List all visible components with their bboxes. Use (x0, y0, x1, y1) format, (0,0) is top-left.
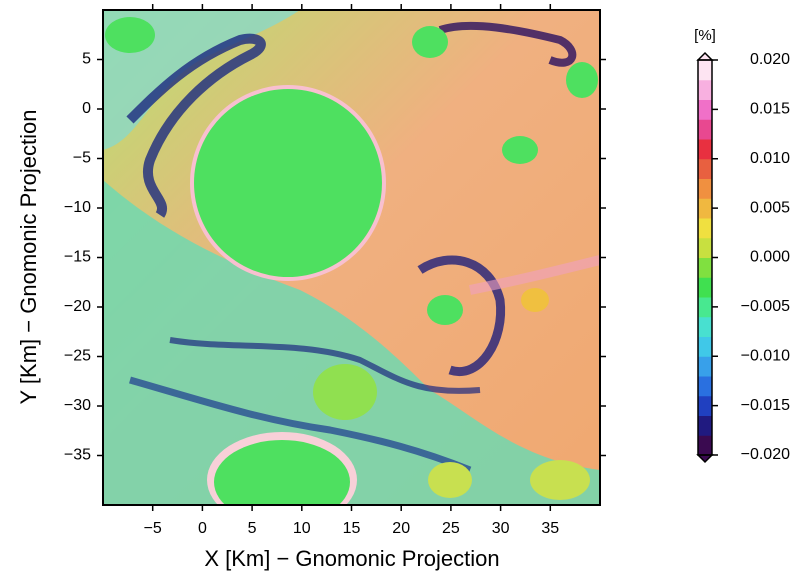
x-tick-label: 30 (492, 520, 510, 537)
y-tick-label: −5 (73, 150, 91, 167)
y-tick-label: −15 (64, 249, 91, 266)
y-tick-label: −20 (64, 298, 91, 315)
y-tick-label: 5 (82, 51, 91, 68)
y-axis-label: Y [Km] − Gnomonic Projection (16, 110, 41, 405)
colorbar-segment (698, 396, 712, 416)
colorbar-segment (698, 376, 712, 396)
colorbar-tick-label: 0.020 (750, 51, 790, 68)
x-axis-label: X [Km] − Gnomonic Projection (204, 546, 499, 571)
colorbar-segment (698, 297, 712, 317)
colorbar-segment (698, 100, 712, 120)
colorbar-segment (698, 60, 712, 80)
figure: X [Km] − Gnomonic Projection Y [Km] − Gn… (0, 0, 798, 580)
colorbar-tick-label: −0.010 (741, 347, 790, 364)
colorbar-tick-label: 0.015 (750, 101, 790, 118)
colorbar-segment (698, 119, 712, 139)
colorbar-tick-label: −0.015 (741, 397, 790, 414)
x-tick-label: −5 (144, 520, 162, 537)
colorbar-tick-label: 0.010 (750, 150, 790, 167)
colorbar-segment (698, 139, 712, 159)
colorbar-segment (698, 238, 712, 258)
x-tick-label: 15 (343, 520, 361, 537)
colorbar-segment (698, 277, 712, 297)
colorbar-segment (698, 179, 712, 199)
colorbar-tick-label: 0.000 (750, 249, 790, 266)
x-tick-label: 35 (541, 520, 559, 537)
y-tick-label: −30 (64, 397, 91, 414)
colorbar-segment (698, 258, 712, 278)
x-tick-label: 0 (198, 520, 207, 537)
x-tick-label: 5 (248, 520, 257, 537)
colorbar-segment (698, 159, 712, 179)
x-tick-label: 10 (293, 520, 311, 537)
x-tick-label: 20 (392, 520, 410, 537)
colorbar-tick-label: −0.005 (741, 298, 790, 315)
y-tick-label: −10 (64, 199, 91, 216)
colorbar-tick-label: −0.020 (741, 446, 790, 463)
colorbar-segment (698, 356, 712, 376)
colorbar-tick-label: 0.005 (750, 199, 790, 216)
colorbar-segment (698, 416, 712, 436)
colorbar-top-arrow (698, 53, 712, 60)
colorbar-label: [%] (694, 27, 716, 44)
colorbar-bottom-arrow (698, 455, 712, 462)
map-raster (103, 10, 600, 528)
colorbar-segment (698, 337, 712, 357)
colorbar-segment (698, 317, 712, 337)
colorbar-segment (698, 435, 712, 455)
y-tick-label: −25 (64, 348, 91, 365)
y-tick-label: 0 (82, 100, 91, 117)
colorbar-segment (698, 80, 712, 100)
colorbar-segment (698, 198, 712, 218)
colorbar-segment (698, 218, 712, 238)
y-tick-label: −35 (64, 447, 91, 464)
x-tick-label: 25 (442, 520, 460, 537)
